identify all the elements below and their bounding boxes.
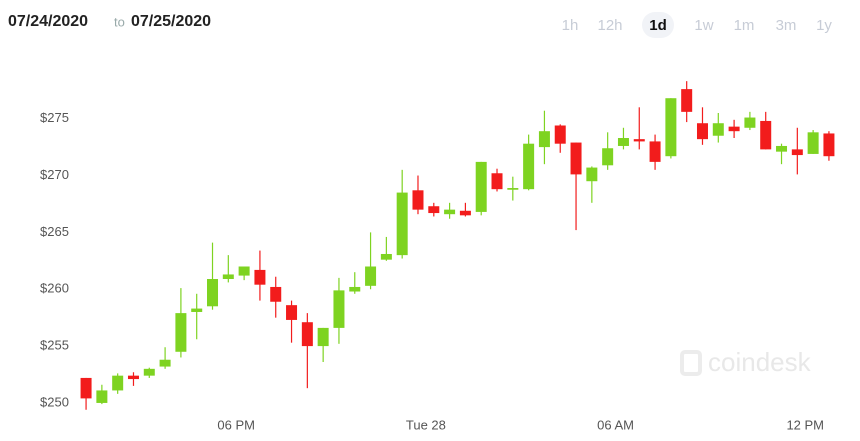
candle-body: [444, 209, 456, 215]
watermark-logo: [680, 350, 702, 376]
candle-body: [586, 167, 598, 182]
range-button[interactable]: 1w: [694, 17, 713, 34]
watermark: coindesk: [708, 347, 812, 377]
candle-body: [96, 390, 108, 403]
candle-body: [80, 377, 92, 399]
candle-body: [428, 206, 440, 214]
range-button[interactable]: 3m: [776, 17, 797, 34]
x-tick-label: Tue 28: [406, 417, 446, 432]
y-tick-label: $270: [40, 167, 69, 182]
y-tick-label: $265: [40, 224, 69, 239]
candle-body: [191, 308, 203, 312]
candle-body: [823, 133, 835, 157]
y-tick-label: $250: [40, 394, 69, 409]
candle-body: [633, 139, 645, 142]
candle-body: [175, 313, 187, 352]
candle-body: [728, 126, 740, 132]
candle-body: [807, 132, 819, 154]
y-tick-label: $260: [40, 281, 69, 296]
candle-body: [317, 327, 329, 347]
candle-body: [570, 142, 582, 175]
range-button[interactable]: 1y: [816, 17, 832, 34]
candle-body: [475, 161, 487, 212]
candle-body: [270, 286, 282, 302]
candle-body: [602, 148, 614, 166]
candle-body: [760, 120, 772, 150]
candle-body: [491, 173, 503, 190]
candle-body: [365, 266, 377, 286]
x-tick-label: 06 AM: [597, 417, 634, 432]
candle-body: [301, 322, 313, 347]
candle-body: [665, 98, 677, 157]
candle-body: [159, 359, 171, 367]
candle-body: [744, 117, 756, 128]
y-tick-label: $255: [40, 338, 69, 353]
candle-body: [617, 138, 629, 146]
candle-body: [523, 143, 535, 190]
x-tick-label: 12 PM: [786, 417, 824, 432]
range-button[interactable]: 1h: [562, 17, 579, 34]
candle-body: [776, 145, 788, 152]
candle-body: [380, 253, 392, 260]
candle-body: [238, 266, 250, 276]
date-from: 07/24/2020: [8, 13, 88, 30]
x-tick-label: 06 PM: [217, 417, 255, 432]
candle-body: [412, 190, 424, 210]
candle-body: [349, 286, 361, 292]
candle-body: [554, 125, 566, 144]
candle-body: [112, 375, 124, 391]
candle-body: [254, 269, 266, 285]
date-separator: to: [114, 14, 125, 29]
candle-body: [681, 89, 693, 112]
candle-body: [696, 123, 708, 140]
candle-body: [507, 188, 519, 190]
candle-body: [127, 375, 139, 380]
candle-body: [143, 368, 155, 376]
y-tick-label: $275: [40, 110, 69, 125]
range-button[interactable]: 12h: [597, 17, 622, 34]
candle-body: [207, 279, 219, 307]
candle-body: [649, 141, 661, 162]
range-button[interactable]: 1d: [649, 17, 667, 34]
candle-body: [712, 123, 724, 136]
candle-body: [396, 192, 408, 256]
candle-body: [459, 210, 471, 216]
candle-body: [222, 274, 234, 280]
candle-body: [286, 305, 298, 320]
range-button[interactable]: 1m: [734, 17, 755, 34]
candle-body: [333, 290, 345, 328]
candle-body: [538, 131, 550, 148]
range-button-bg: [642, 12, 674, 38]
candle-body: [791, 149, 803, 156]
date-to: 07/25/2020: [131, 13, 211, 30]
